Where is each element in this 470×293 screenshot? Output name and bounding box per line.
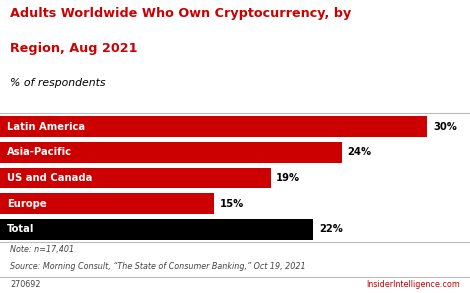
Bar [0,219,313,240]
Text: Latin America: Latin America [7,122,85,132]
Text: Region, Aug 2021: Region, Aug 2021 [10,42,138,55]
Text: Europe: Europe [7,199,47,209]
Text: 24%: 24% [347,147,372,157]
Text: 19%: 19% [276,173,300,183]
Bar [0,168,271,188]
Text: Source: Morning Consult, “The State of Consumer Banking,” Oct 19, 2021: Source: Morning Consult, “The State of C… [10,262,306,271]
Text: US and Canada: US and Canada [7,173,93,183]
Text: InsiderIntelligence.com: InsiderIntelligence.com [366,280,460,289]
Text: 30%: 30% [433,122,457,132]
Text: Adults Worldwide Who Own Cryptocurrency, by: Adults Worldwide Who Own Cryptocurrency,… [10,7,352,20]
Bar [0,116,427,137]
Text: 270692: 270692 [10,280,41,289]
Text: Asia-Pacific: Asia-Pacific [7,147,72,157]
Text: Total: Total [7,224,34,234]
Text: Note: n=17,401: Note: n=17,401 [10,245,74,254]
Text: 15%: 15% [219,199,243,209]
Text: 22%: 22% [319,224,343,234]
Text: % of respondents: % of respondents [10,78,106,88]
Bar [0,142,342,163]
Bar [0,193,214,214]
